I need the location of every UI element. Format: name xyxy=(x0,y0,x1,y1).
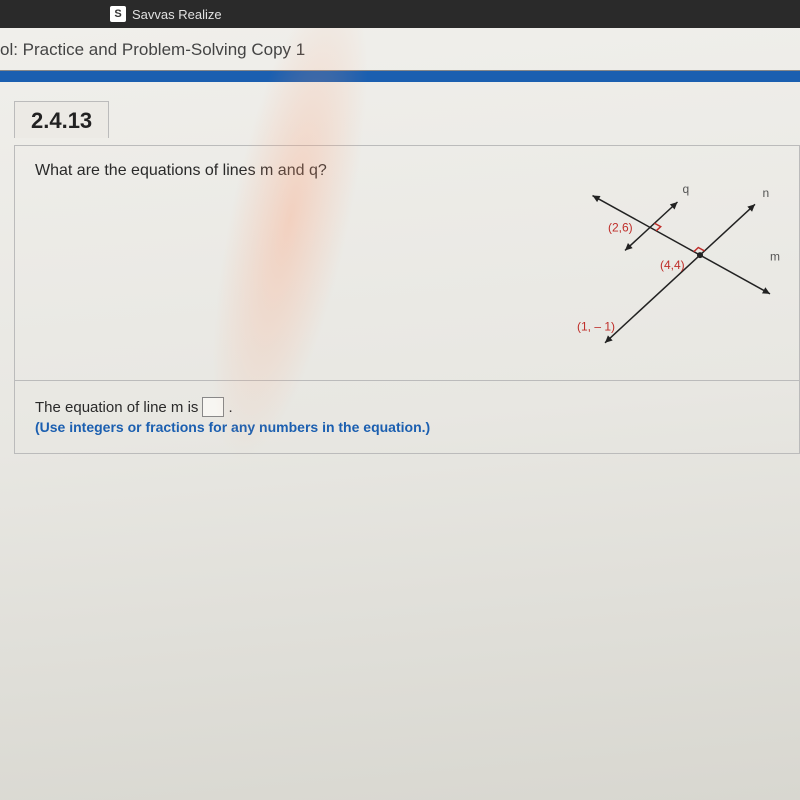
answer-suffix: . xyxy=(228,399,232,416)
svg-text:(1, – 1): (1, – 1) xyxy=(577,319,615,333)
answer-input[interactable] xyxy=(202,397,224,417)
problem-box: What are the equations of lines m and q?… xyxy=(14,145,800,454)
svg-text:q: q xyxy=(683,182,690,196)
page-content: ol: Practice and Problem-Solving Copy 1 … xyxy=(0,28,800,800)
svg-text:(2,6): (2,6) xyxy=(608,220,633,234)
question-row: What are the equations of lines m and q?… xyxy=(15,146,799,381)
problem-number: 2.4.13 xyxy=(14,101,109,138)
header-bar xyxy=(0,70,800,82)
answer-line: The equation of line m is . xyxy=(35,397,785,417)
svg-text:(4,4): (4,4) xyxy=(660,258,685,272)
question-text: What are the equations of lines m and q? xyxy=(35,162,565,362)
answer-hint: (Use integers or fractions for any numbe… xyxy=(35,419,785,435)
geometry-diagram: (2,6) (4,4) (1, – 1) q n m xyxy=(565,162,785,362)
answer-prefix: The equation of line m is xyxy=(35,399,198,416)
tab-title: Savvas Realize xyxy=(132,7,222,22)
browser-tab[interactable]: S Savvas Realize xyxy=(110,6,222,22)
breadcrumb: ol: Practice and Problem-Solving Copy 1 xyxy=(0,28,800,70)
svg-text:n: n xyxy=(763,186,770,200)
svg-text:m: m xyxy=(770,250,780,264)
savvas-favicon: S xyxy=(110,6,126,22)
browser-tab-bar: S Savvas Realize xyxy=(0,0,800,28)
answer-row: The equation of line m is . (Use integer… xyxy=(15,381,799,453)
problem-container: 2.4.13 What are the equations of lines m… xyxy=(0,82,800,454)
